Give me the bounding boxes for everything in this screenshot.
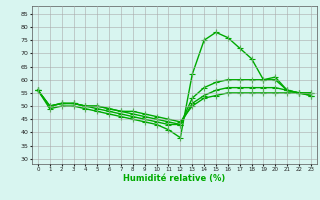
X-axis label: Humidité relative (%): Humidité relative (%) bbox=[123, 174, 226, 183]
